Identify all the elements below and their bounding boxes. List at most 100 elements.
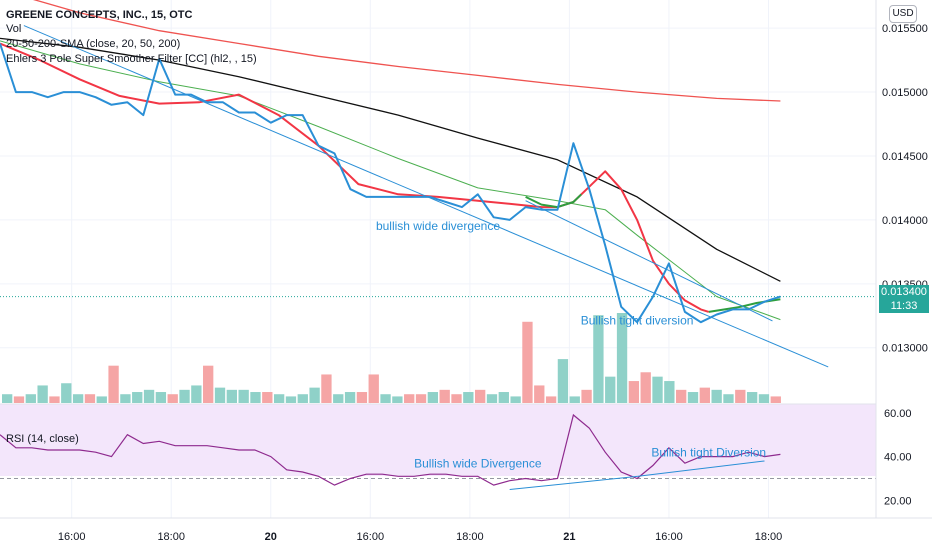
volume-bar [687, 392, 699, 403]
volume-bar [605, 376, 616, 403]
volume-bar [735, 389, 746, 403]
volume-bar [356, 392, 368, 403]
volume-layer [2, 313, 781, 403]
volume-bar [664, 381, 675, 403]
volume-bar [474, 389, 486, 403]
volume-bar [451, 394, 462, 403]
price-tick-label: 0.015500 [882, 23, 928, 35]
annotation-label: Bullish tight diversion [581, 314, 694, 328]
volume-bar [368, 374, 379, 403]
volume-bar [676, 389, 687, 403]
volume-bar [96, 396, 107, 403]
volume-bar [120, 394, 131, 403]
rsi-tick-label: 20.00 [884, 495, 912, 507]
volume-bar [297, 394, 308, 403]
volume-bar [770, 396, 781, 403]
price-tick-label: 0.013000 [882, 343, 928, 355]
volume-bar [226, 389, 237, 403]
volume-bar [49, 396, 60, 403]
volume-bar [321, 374, 332, 403]
series-ehlers_down [0, 42, 710, 313]
volume-bar [72, 394, 84, 403]
rsi-line [0, 413, 781, 486]
volume-bar [333, 394, 344, 403]
rsi-band [0, 404, 876, 476]
volume-bar [392, 396, 403, 403]
currency-button[interactable]: USD [889, 5, 917, 23]
trendline [525, 200, 773, 322]
volume-bar [581, 389, 592, 403]
time-tick-label: 16:00 [58, 531, 86, 543]
volume-bar [510, 396, 521, 403]
volume-bar [179, 389, 190, 403]
price-tick-label: 0.014500 [882, 151, 928, 163]
lines-layer [0, 0, 781, 486]
price-tick-label: 0.015000 [882, 87, 928, 99]
volume-bar [262, 392, 273, 403]
time-tick-label: 16:00 [655, 531, 683, 543]
volume-bar [463, 392, 474, 403]
volume-bar [25, 394, 36, 403]
volume-bar [167, 394, 178, 403]
volume-bar [13, 396, 25, 403]
volume-bar [155, 392, 167, 403]
volume-bar [758, 394, 770, 403]
legend-ehlers: Ehlers 3 Pole Super Smoother Filter [CC]… [6, 53, 257, 65]
volume-bar [557, 359, 569, 403]
volume-bar [486, 394, 498, 403]
countdown-tag: 11:33 [879, 299, 929, 313]
volume-bar [593, 315, 604, 403]
volume-bar [404, 394, 415, 403]
volume-bar [143, 389, 155, 403]
volume-bar [214, 387, 226, 403]
time-tick-label: 16:00 [357, 531, 385, 543]
series-price [0, 43, 781, 324]
time-tick-label: 21 [563, 531, 575, 543]
volume-bar [344, 392, 356, 403]
volume-bar [84, 394, 96, 403]
trendline [637, 460, 765, 477]
volume-bar [723, 394, 734, 403]
last-price-tag: 0.013400 [879, 285, 929, 299]
volume-bar [380, 394, 391, 403]
volume-bar [652, 376, 663, 403]
time-tick-label: 18:00 [456, 531, 484, 543]
series-sma50 [0, 37, 781, 282]
volume-bar [711, 389, 722, 403]
volume-bar [522, 321, 533, 403]
volume-bar [415, 394, 427, 403]
volume-bar [132, 392, 143, 403]
legend-volume: Vol [6, 23, 22, 35]
series-sma200 [32, 0, 781, 102]
annotation-label: bullish wide divergence [376, 219, 500, 233]
grid-layer [0, 0, 876, 518]
time-tick-label: 20 [265, 531, 277, 543]
annotation-label: Bullish tight Diversion [651, 446, 766, 460]
volume-bar [309, 387, 320, 403]
volume-bar [534, 385, 545, 403]
volume-bar [439, 389, 450, 403]
volume-bar [427, 392, 439, 403]
legend-rsi: RSI (14, close) [6, 433, 79, 445]
volume-bar [238, 389, 249, 403]
rsi-tick-label: 40.00 [884, 452, 912, 464]
legend-symbol: GREENE CONCEPTS, INC., 15, OTC [6, 9, 193, 21]
price-tick-label: 0.014000 [882, 215, 928, 227]
volume-bar [250, 392, 261, 403]
series-sma20 [0, 40, 781, 321]
volume-bar [498, 392, 509, 403]
volume-bar [628, 381, 640, 403]
annotation-label: Bullish wide Divergence [414, 457, 542, 471]
volume-bar [61, 383, 72, 403]
volume-bar [37, 385, 48, 403]
volume-bar [108, 365, 119, 403]
trendline [23, 25, 829, 368]
volume-bar [746, 392, 758, 403]
legend-sma: 20-50-200-SMA (close, 20, 50, 200) [6, 38, 181, 50]
volume-bar [699, 387, 710, 403]
volume-bar [569, 396, 580, 403]
volume-bar [203, 365, 214, 403]
annotations-layer: bullish wide divergence Bullish tight div… [23, 25, 829, 490]
